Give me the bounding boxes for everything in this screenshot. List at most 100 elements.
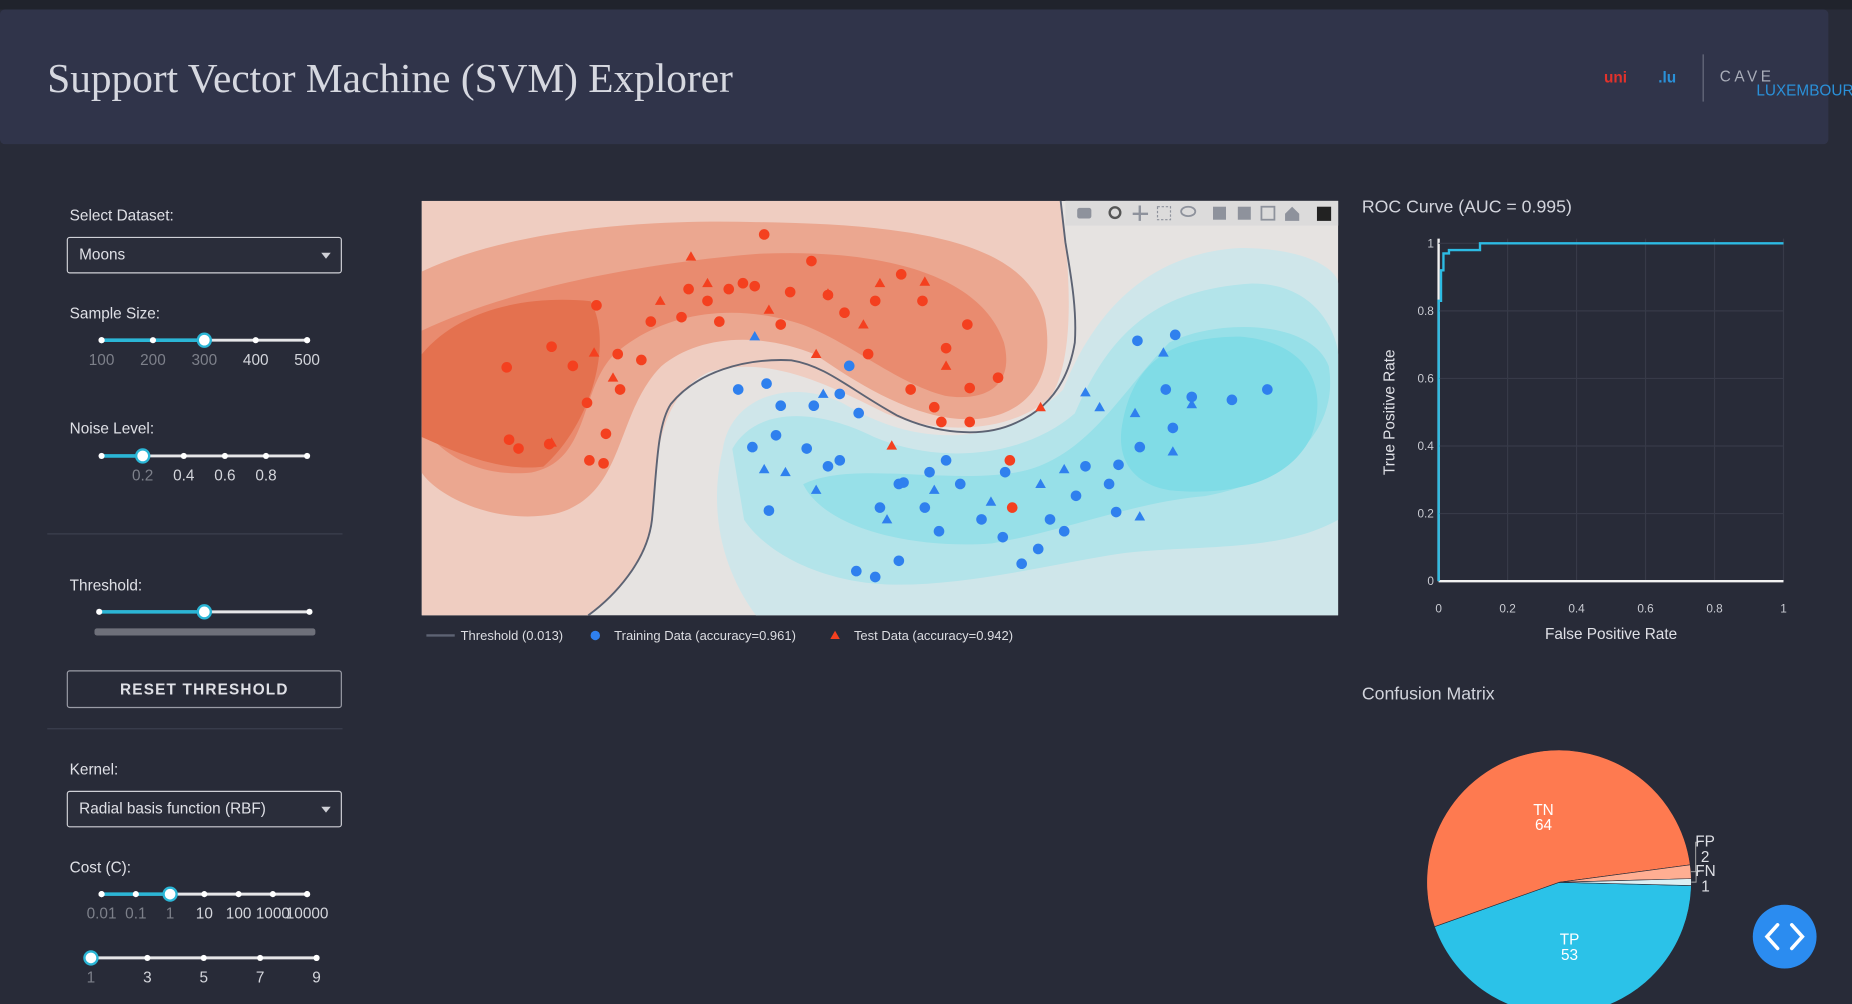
pie-value: 64 <box>1535 817 1553 834</box>
fab-circle[interactable] <box>1752 904 1817 969</box>
mode-lasso[interactable] <box>1180 205 1197 218</box>
data-point <box>801 443 813 454</box>
data-point <box>780 466 791 477</box>
data-point <box>683 283 694 295</box>
data-point <box>839 307 850 319</box>
data-point <box>584 455 595 466</box>
data-point <box>1167 446 1179 456</box>
data-point <box>614 384 626 395</box>
threshold-label: Threshold: <box>70 577 142 594</box>
slider-dot <box>304 891 311 898</box>
data-point <box>810 348 822 359</box>
data-point <box>992 372 1004 384</box>
slider-dot <box>235 891 242 898</box>
data-point <box>763 304 775 314</box>
data-point <box>1186 391 1198 403</box>
dataset-dropdown[interactable] <box>66 236 342 274</box>
y-tick-label: 0.4 <box>1417 439 1434 453</box>
logo-lu: .lu <box>1658 69 1676 86</box>
data-point <box>964 416 976 428</box>
legend-label[interactable]: Test Data (accuracy=0.942) <box>854 628 1013 643</box>
data-point <box>881 514 893 524</box>
chart-title: ROC Curve (AUC = 0.995) <box>1362 197 1572 217</box>
y-tick-label: 0.6 <box>1417 371 1434 385</box>
pie-connector <box>1690 841 1700 873</box>
slider-mark-label: 9 <box>312 969 321 986</box>
mode-logo[interactable] <box>1316 206 1332 221</box>
data-point <box>723 283 735 295</box>
slider-handle[interactable] <box>135 448 151 464</box>
x-tick-label: 1 <box>1780 601 1787 615</box>
data-point <box>822 460 834 472</box>
mode-zoom-out[interactable] <box>1237 206 1251 220</box>
data-point <box>999 466 1011 478</box>
slider-end <box>306 608 313 615</box>
data-point <box>513 443 524 454</box>
data-point <box>598 458 609 469</box>
cost-label: Cost (C): <box>70 860 131 877</box>
mode-pan[interactable] <box>1132 205 1149 221</box>
data-point <box>964 382 976 394</box>
data-point <box>546 341 557 352</box>
fab-icon <box>1764 923 1805 951</box>
slider-handle[interactable] <box>83 950 99 966</box>
data-point <box>997 531 1009 543</box>
slider-handle[interactable] <box>162 886 178 902</box>
data-point <box>501 362 513 373</box>
slider-handle[interactable] <box>196 332 213 348</box>
data-point <box>893 555 905 567</box>
data-point <box>747 441 758 453</box>
mode-zoom-in[interactable] <box>1213 206 1227 220</box>
data-point <box>822 288 834 298</box>
data-point <box>1016 558 1027 570</box>
data-point <box>817 388 829 398</box>
mode-autoscale[interactable] <box>1260 205 1276 221</box>
decision-boundary <box>587 200 1077 616</box>
data-point <box>654 295 666 305</box>
data-point <box>886 440 898 450</box>
slider-dot <box>221 452 228 460</box>
legend-label[interactable]: Threshold (0.013) <box>461 628 564 643</box>
slider-mark-label: 200 <box>140 352 166 369</box>
data-point <box>607 372 619 382</box>
data-point <box>862 348 874 360</box>
data-point <box>1160 384 1172 395</box>
data-point <box>775 319 787 330</box>
data-point <box>1129 407 1141 418</box>
slider-handle[interactable] <box>196 604 213 620</box>
mode-camera[interactable] <box>1077 207 1092 219</box>
slider-mark-label: 100 <box>89 352 115 369</box>
data-point <box>1226 394 1238 406</box>
data-point <box>1035 401 1046 412</box>
data-point <box>612 348 624 360</box>
data-point <box>869 295 881 307</box>
data-point <box>898 477 909 488</box>
data-point <box>933 525 945 537</box>
roc-line <box>1437 242 1784 582</box>
data-point <box>1070 490 1082 502</box>
data-point <box>1262 384 1273 395</box>
slider-dot <box>149 337 157 344</box>
floating-button[interactable] <box>1752 904 1817 969</box>
slider-dot <box>200 954 207 961</box>
legend-label[interactable]: Training Data (accuracy=0.961) <box>614 628 796 643</box>
slider-dot <box>304 337 311 344</box>
data-point <box>940 360 952 370</box>
slider-mark-label: 0.4 <box>173 468 195 485</box>
reset-button[interactable] <box>66 670 342 709</box>
dropdown-caret <box>321 252 331 259</box>
logo-uni: uni <box>1604 69 1627 86</box>
mode-zoom[interactable] <box>1108 206 1122 220</box>
reset-button-label: RESET THRESHOLD <box>120 681 289 698</box>
data-point <box>810 484 822 494</box>
data-point <box>749 280 761 292</box>
threshold-range-bar <box>94 628 316 636</box>
kernel-label: Kernel: <box>70 762 119 779</box>
kernel-dropdown[interactable] <box>66 790 342 828</box>
data-point <box>834 388 846 400</box>
data-point <box>702 295 713 307</box>
data-point <box>853 407 864 419</box>
data-point <box>985 496 997 506</box>
slider-dot <box>252 337 259 344</box>
